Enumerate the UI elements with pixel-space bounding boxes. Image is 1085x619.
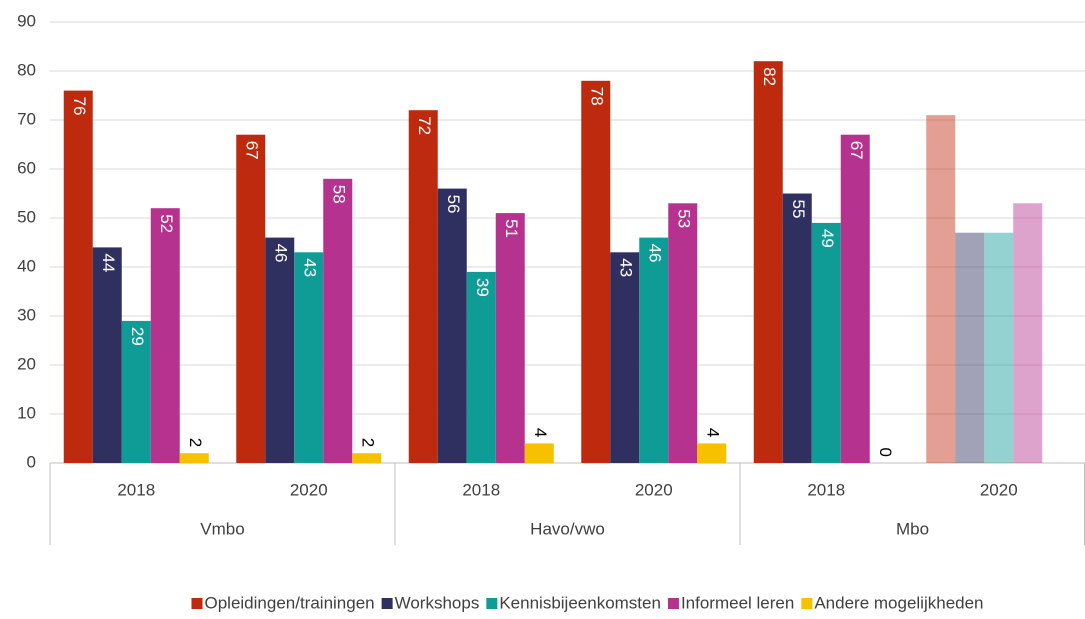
y-tick-label: 90 <box>17 11 36 30</box>
bar <box>352 453 382 463</box>
data-label: 0 <box>876 448 895 457</box>
bar <box>697 443 727 463</box>
data-label: 67 <box>847 141 866 160</box>
data-label: 76 <box>70 97 89 116</box>
data-label: 46 <box>271 244 290 263</box>
data-label: 49 <box>818 229 837 248</box>
bar <box>610 252 640 463</box>
data-label: 44 <box>99 253 118 272</box>
bar <box>811 222 841 463</box>
legend-label: Informeel leren <box>681 593 794 612</box>
bar <box>466 271 496 463</box>
legend-label: Andere mogelijkheden <box>814 593 983 612</box>
bar <box>524 443 554 463</box>
legend-label: Workshops <box>395 593 480 612</box>
y-tick-label: 40 <box>17 256 36 275</box>
bar <box>581 80 611 464</box>
data-label: 78 <box>587 87 606 106</box>
data-label: 52 <box>157 214 176 233</box>
data-label: 2 <box>186 438 205 447</box>
group-label: Vmbo <box>200 519 244 538</box>
data-label: 39 <box>473 278 492 297</box>
group-label: Mbo <box>896 519 929 538</box>
bar <box>955 232 985 463</box>
group-label: Havo/vwo <box>530 519 605 538</box>
bar <box>179 453 209 463</box>
x-tick-label: 2020 <box>290 480 328 499</box>
legend-swatch <box>486 598 498 609</box>
y-tick-label: 30 <box>17 305 36 324</box>
y-tick-label: 70 <box>17 109 36 128</box>
data-label: 43 <box>300 258 319 277</box>
bar <box>753 61 783 463</box>
x-tick-label: 2018 <box>807 480 845 499</box>
bar <box>408 110 438 463</box>
bar <box>840 134 870 463</box>
data-label: 72 <box>415 116 434 135</box>
legend-swatch <box>191 598 203 609</box>
data-label: 29 <box>128 327 147 346</box>
legend-label: Kennisbijeenkomsten <box>499 593 661 612</box>
y-tick-label: 0 <box>27 452 36 471</box>
bar <box>92 247 122 463</box>
legend: Opleidingen/trainingen Workshops Kennisbij… <box>191 593 984 612</box>
bar <box>121 320 151 463</box>
y-tick-label: 80 <box>17 60 36 79</box>
data-label: 55 <box>789 200 808 219</box>
data-label: 58 <box>329 185 348 204</box>
bar <box>639 237 669 463</box>
y-tick-label: 50 <box>17 207 36 226</box>
bar <box>294 252 324 463</box>
x-tick-label: 2018 <box>117 480 155 499</box>
data-label: 53 <box>674 209 693 228</box>
data-label: 82 <box>760 67 779 86</box>
x-tick-label: 2020 <box>980 480 1018 499</box>
bar <box>1013 203 1043 464</box>
bar <box>668 203 698 464</box>
bar <box>265 237 295 463</box>
bar <box>782 193 812 463</box>
bar <box>236 134 266 463</box>
data-label: 46 <box>645 244 664 263</box>
data-label: 67 <box>242 141 261 160</box>
bar <box>984 232 1014 463</box>
data-label: 51 <box>502 219 521 238</box>
data-label: 2 <box>358 438 377 447</box>
legend-swatch <box>801 598 813 609</box>
legend-swatch <box>381 598 393 609</box>
data-label: 4 <box>531 428 550 437</box>
bar <box>323 178 353 464</box>
x-tick-label: 2020 <box>635 480 673 499</box>
y-tick-label: 10 <box>17 403 36 422</box>
bar <box>495 213 525 463</box>
legend-swatch <box>667 598 679 609</box>
bar <box>926 115 956 463</box>
bar <box>63 90 93 463</box>
data-label: 56 <box>444 195 463 214</box>
data-label: 43 <box>616 258 635 277</box>
x-tick-label: 2018 <box>462 480 500 499</box>
bar <box>150 208 180 463</box>
y-tick-label: 20 <box>17 354 36 373</box>
data-label: 4 <box>703 428 722 437</box>
bar <box>437 188 467 463</box>
y-tick-label: 60 <box>17 158 36 177</box>
legend-label: Opleidingen/trainingen <box>204 593 374 612</box>
